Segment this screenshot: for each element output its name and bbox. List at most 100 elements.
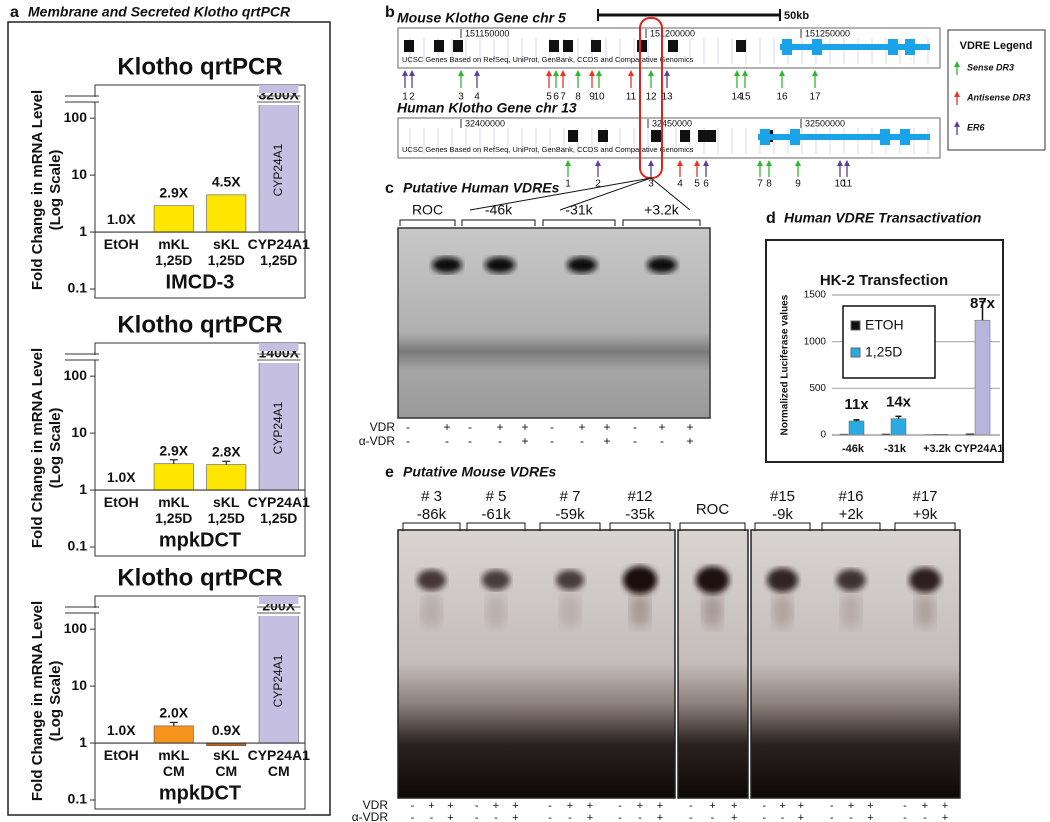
exon	[668, 40, 678, 52]
panel-d-frame	[765, 239, 1004, 463]
fold-label: 14x	[886, 394, 912, 411]
x-tick-label: -31k	[884, 443, 907, 455]
lane-sign: +	[443, 420, 450, 434]
lane-group-label: +3.2k	[644, 202, 680, 218]
site-label: 14	[731, 92, 743, 103]
vdre-arrow-head	[553, 70, 559, 76]
y-tick-label: 0.1	[68, 791, 88, 807]
lane-sign: -	[660, 434, 664, 448]
x-axis-label: mpkDCT	[159, 529, 241, 551]
x-tick-label: 1,25D	[260, 510, 297, 526]
chart-title: Klotho qrtPCR	[117, 564, 282, 591]
lane-bracket	[466, 522, 526, 531]
lane-sign: +	[637, 800, 643, 812]
lane-sign: +	[512, 812, 518, 822]
lane-sign: +	[657, 800, 663, 812]
x-tick-label: 1,25D	[208, 252, 245, 268]
chart-title: HK-2 Transfection	[820, 272, 948, 289]
lane-group-label: -46k	[485, 202, 513, 218]
legend-label: Sense DR3	[967, 62, 1014, 72]
value-label: 1.0X	[107, 722, 136, 738]
bar	[258, 105, 299, 233]
value-label: 0.9X	[212, 722, 241, 738]
exon	[637, 40, 647, 52]
exon	[698, 130, 708, 142]
lane-sign: +	[587, 800, 593, 812]
vdre-arrow-head	[546, 70, 552, 76]
value-label: 2.9X	[159, 184, 188, 200]
fold-label: 11x	[844, 396, 869, 413]
track-note: UCSC Genes Based on RefSeq, UniProt, Gen…	[402, 55, 694, 64]
coord-label: 32500000	[805, 118, 845, 128]
lane-sign: -	[411, 800, 415, 812]
y-tick-label: 1000	[804, 336, 827, 347]
gene-exon	[812, 39, 822, 55]
lane-sign: -	[923, 812, 927, 822]
x-tick-label: mKL	[158, 494, 190, 510]
vdre-arrow-head	[595, 160, 601, 166]
lane-sign: -	[406, 434, 410, 448]
coord-label: 151150000	[465, 28, 509, 38]
lane-group-label: # 5	[486, 488, 507, 505]
gel	[397, 227, 711, 419]
lane-sign: +	[658, 420, 665, 434]
exon	[434, 40, 444, 52]
lane-sign: -	[498, 434, 502, 448]
lane-sign: -	[468, 434, 472, 448]
x-tick-label: CYP24A1	[248, 236, 310, 252]
exon	[736, 40, 746, 52]
x-tick-label: sKL	[213, 494, 240, 510]
vdre-arrow-head	[589, 70, 595, 76]
lane-sign: -	[638, 812, 642, 822]
vdre-arrow-head	[458, 70, 464, 76]
legend-arrow-head	[954, 91, 960, 97]
site-label: 5	[694, 179, 700, 190]
y-tick-label: 10	[71, 677, 87, 693]
lane-sign: -	[689, 812, 693, 822]
vdre-arrow-head	[795, 160, 801, 166]
lane-bracket	[461, 219, 536, 226]
lane-group-label: # 7	[560, 488, 581, 505]
panel-title: Putative Mouse VDREs	[403, 464, 556, 480]
lane-bracket	[542, 219, 616, 226]
lane-sign: +	[731, 812, 737, 822]
connector	[469, 177, 652, 211]
gel-band	[556, 570, 584, 590]
vdre-arrow-head	[694, 160, 700, 166]
gel-smear	[841, 592, 861, 628]
exon	[651, 130, 661, 142]
site-label: 7	[757, 179, 763, 190]
vdre-arrow-head	[560, 70, 566, 76]
bar	[890, 418, 907, 436]
x-tick-label: 1,25D	[260, 252, 297, 268]
bar	[206, 464, 247, 491]
x-axis-label: IMCD-3	[166, 271, 235, 293]
lane-sign: -	[411, 812, 415, 822]
site-label: 8	[575, 92, 581, 103]
bar	[258, 616, 299, 744]
gel-band	[695, 566, 730, 594]
bar-top	[259, 343, 299, 351]
lane-sign: +	[922, 800, 928, 812]
lane-group-label: #15	[770, 488, 795, 505]
lane-group-label: -86k	[417, 506, 447, 523]
lane-group-label: +2k	[839, 506, 864, 523]
fold-label: 87x	[970, 295, 996, 312]
lane-sign: -	[633, 434, 637, 448]
panel-label: b	[385, 4, 395, 21]
y-tick-label: 0	[820, 430, 826, 441]
vdre-arrow-head	[664, 70, 670, 76]
x-tick-label: EtOH	[104, 494, 139, 510]
panel-label: c	[385, 180, 394, 197]
x-tick-label: CM	[163, 763, 185, 779]
lane-group-label: -35k	[625, 506, 655, 523]
legend-label: 1,25D	[865, 344, 902, 360]
y-tick-label: 500	[809, 383, 826, 394]
lane-sign: -	[633, 420, 637, 434]
vdre-arrow-head	[837, 160, 843, 166]
site-label: 1	[565, 179, 571, 190]
track-title: Human Klotho Gene chr 13	[397, 100, 577, 116]
lane-bracket	[622, 219, 701, 226]
lane-sign: -	[568, 812, 572, 822]
lane-sign: -	[475, 800, 479, 812]
